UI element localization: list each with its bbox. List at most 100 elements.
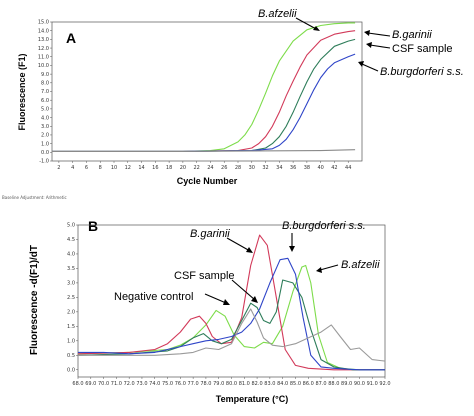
panel-b-x-tick-label: 86.0 — [303, 381, 314, 387]
annotation-b-afzelii: B.afzelii — [341, 259, 380, 271]
panel-b-x-tick-label: 80.0 — [226, 381, 237, 387]
panel-a-x-tick-label: 40 — [317, 165, 323, 171]
panel-b-y-tick-label: 4.5 — [67, 237, 75, 243]
annotation-a-garinii: B.garinii — [392, 29, 432, 41]
panel-b-x-tick-label: 71.0 — [111, 381, 122, 387]
panel-b-x-tick-label: 84.0 — [277, 381, 288, 387]
arrowhead-a-afzelii — [313, 26, 320, 31]
panel-b-y-axis-title: Fluorescence -d(F1)/dT — [29, 245, 40, 355]
panel-b-y-tick-label: 1.0 — [67, 339, 75, 345]
panel-a-plot-frame — [51, 21, 363, 162]
panel-a-series-b-garinii — [52, 30, 356, 152]
panel-a-y-tick-label: 8.0 — [41, 81, 49, 87]
panel-a-y-tick-label: 4.0 — [41, 115, 49, 121]
panel-a-y-tick-label: -1.0 — [39, 159, 49, 165]
arrow-a-csf — [369, 44, 391, 49]
annotation-b-negative-control: Negative control — [114, 291, 194, 303]
panel-a-y-tick-label: 10.0 — [38, 63, 49, 69]
panel-a-x-tick-label: 32 — [262, 165, 268, 171]
arrow-a-garinii — [367, 32, 391, 37]
arrow-a-afzelii — [295, 17, 319, 31]
panel-a-y-tick-label: 13.0 — [38, 37, 49, 43]
arrow-b-negative-control — [204, 293, 227, 304]
panel-b-x-tick-label: 70.0 — [98, 381, 109, 387]
panel-a-y-tick-label: 1.0 — [41, 141, 49, 147]
panel-b-y-tick-label: 5.0 — [67, 223, 75, 229]
panel-a-y-tick-label: 15.0 — [38, 20, 49, 26]
panel-b-x-tick-label: 81.0 — [239, 381, 250, 387]
panel-a-x-tick-label: 18 — [166, 165, 172, 171]
panel-a-y-tick-label: 2.0 — [41, 133, 49, 139]
panel-a-x-tick-label: 26 — [221, 165, 227, 171]
annotation-b-csf: CSF sample — [174, 270, 235, 282]
panel-a-series-group — [52, 22, 356, 152]
panel-b-y-tick-label: 3.5 — [67, 266, 75, 272]
panel-a-x-tick-label: 16 — [152, 165, 158, 171]
panel-b-x-tick-label: 89.0 — [341, 381, 352, 387]
panel-b: B 68.0 69.0 70.0 71.0 72.0 73.0 74.0 75.0 76.0 77… — [29, 218, 391, 404]
panel-b-x-ticks: 68.0 69.0 70.0 71.0 72.0 73.0 74.0 75.0 76.0 77.0… — [72, 377, 391, 387]
arrow-a-burgdorferi — [361, 63, 379, 72]
panel-a-y-tick-label: 0.0 — [41, 150, 49, 156]
arrow-b-csf — [231, 279, 256, 301]
annotation-a-burgdorferi: B.burgdorferi s.s. — [380, 66, 464, 78]
panel-a-y-tick-label: 11.0 — [38, 54, 49, 60]
panel-b-series-group — [77, 234, 386, 371]
panel-a-y-tick-label: 5.0 — [41, 107, 49, 113]
panel-b-x-tick-label: 85.0 — [290, 381, 301, 387]
arrow-b-garinii — [226, 237, 251, 252]
annotation-a-afzelii: B.afzelii — [258, 8, 297, 20]
panel-b-series-b-burgdorferi-s-s — [78, 257, 385, 371]
panel-a-x-tick-label: 8 — [99, 165, 102, 171]
panel-b-x-tick-label: 69.0 — [85, 381, 96, 387]
panel-b-y-tick-label: 2.5 — [67, 295, 75, 301]
panel-a-x-tick-label: 28 — [235, 165, 241, 171]
annotation-b-garinii: B.garinii — [190, 228, 230, 240]
panel-a-y-tick-label: 7.0 — [41, 89, 49, 95]
panel-b-y-tick-label: 2.0 — [67, 310, 75, 316]
arrowhead-b-garinii — [246, 247, 253, 253]
panel-b-x-tick-label: 76.0 — [175, 381, 186, 387]
arrowhead-a-csf — [366, 42, 372, 48]
panel-b-x-tick-label: 78.0 — [200, 381, 211, 387]
panel-a-x-tick-label: 36 — [290, 165, 296, 171]
panel-b-x-tick-label: 82.0 — [252, 381, 263, 387]
panel-a-series-b-afzelii — [52, 22, 356, 152]
panel-b-x-axis-title: Temperature (°C) — [216, 394, 288, 404]
panel-a-y-tick-label: 14.0 — [38, 28, 49, 34]
panel-a-x-tick-label: 14 — [138, 165, 144, 171]
panel-a-y-tick-label: 6.0 — [41, 98, 49, 104]
panel-a-x-tick-label: 2 — [57, 165, 60, 171]
panel-a-series-csf-sample — [52, 38, 356, 152]
panel-a-x-tick-label: 20 — [180, 165, 186, 171]
panel-b-x-tick-label: 79.0 — [213, 381, 224, 387]
panel-b-x-tick-label: 77.0 — [188, 381, 199, 387]
panel-b-y-ticks: 0.0 0.5 1.0 1.5 2.0 2.5 3.0 3.5 4.0 4.5 5.0 — [67, 223, 78, 373]
panel-a-y-tick-label: 3.0 — [41, 124, 49, 130]
panel-b-y-tick-label: 3.0 — [67, 281, 75, 287]
arrowhead-b-burgdorferi — [289, 246, 295, 252]
annotation-a-csf: CSF sample — [392, 43, 453, 55]
panel-a-x-axis-title: Cycle Number — [177, 176, 238, 186]
panel-a-x-tick-label: 44 — [345, 165, 351, 171]
panel-a-x-tick-label: 34 — [276, 165, 282, 171]
arrow-b-afzelii — [319, 264, 339, 271]
panel-a-x-tick-label: 38 — [304, 165, 310, 171]
panel-b-x-tick-label: 87.0 — [315, 381, 326, 387]
panel-a-y-tick-label: 12.0 — [38, 46, 49, 52]
panel-a-x-tick-label: 42 — [331, 165, 337, 171]
panel-a-x-tick-label: 10 — [111, 165, 117, 171]
panel-a-x-tick-label: 4 — [71, 165, 74, 171]
panel-a-y-tick-label: 9.0 — [41, 72, 49, 78]
arrowhead-a-garinii — [364, 30, 370, 36]
panel-b-x-tick-label: 72.0 — [124, 381, 135, 387]
panel-b-x-tick-label: 74.0 — [149, 381, 160, 387]
arrowhead-a-burgdorferi — [358, 61, 364, 67]
panel-b-y-tick-label: 0.0 — [67, 367, 75, 373]
panel-a-x-tick-label: 22 — [193, 165, 199, 171]
panel-b-y-tick-label: 4.0 — [67, 252, 75, 258]
panel-a-x-ticks: 2 4 6 8 10 12 14 16 18 20 22 24 26 28 30 32 34 36 38 40 42 44 — [57, 161, 351, 171]
arrowhead-b-negative-control — [223, 299, 230, 305]
panel-b-y-tick-label: 1.5 — [67, 324, 75, 330]
